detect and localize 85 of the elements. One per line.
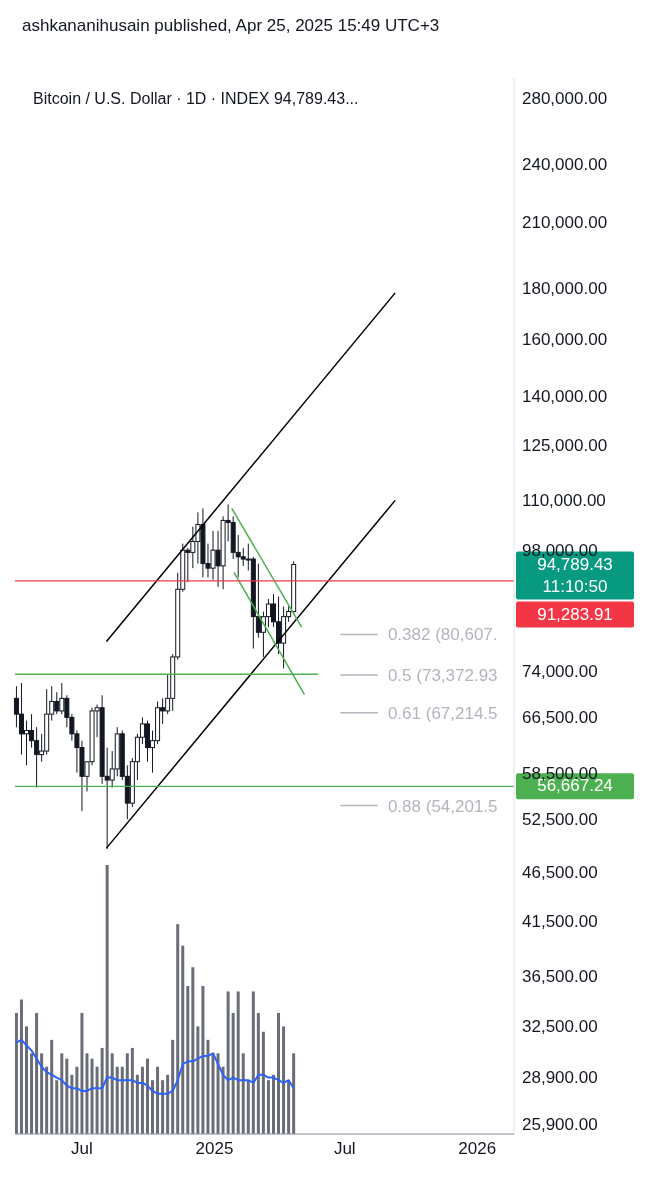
bar — [282, 1026, 286, 1134]
bar — [75, 1066, 79, 1134]
bar — [251, 991, 255, 1134]
bar — [90, 1058, 94, 1134]
bar — [35, 1012, 39, 1134]
bar — [55, 1080, 59, 1134]
bar — [226, 991, 230, 1134]
bar — [100, 1047, 104, 1134]
bar — [15, 1012, 18, 1134]
bar — [135, 1074, 139, 1134]
bar — [292, 1053, 296, 1134]
bar — [216, 1053, 220, 1134]
bar — [60, 1053, 64, 1134]
text: 11:10:50 — [542, 576, 608, 596]
bar — [65, 1058, 69, 1134]
bar — [266, 1080, 270, 1134]
bar — [45, 1066, 49, 1134]
bar — [176, 924, 180, 1134]
bar — [145, 1058, 149, 1134]
y-tick-label: 66,500.00 — [522, 708, 598, 728]
bar — [156, 1066, 160, 1134]
bar — [241, 1053, 245, 1134]
bar — [140, 1066, 144, 1134]
bar — [19, 999, 23, 1134]
bar — [196, 1026, 200, 1134]
bar — [246, 1080, 250, 1134]
bar — [95, 1066, 99, 1134]
bar — [30, 1053, 34, 1134]
x-tick-label: Jul — [71, 1139, 93, 1159]
y-tick-label: 180,000.00 — [522, 279, 608, 299]
bar — [201, 986, 205, 1134]
ref-line-label: 91,283.91 — [537, 604, 613, 624]
bar — [271, 1074, 275, 1134]
y-tick-label: 32,500.00 — [522, 1017, 598, 1037]
bar — [70, 1074, 74, 1134]
bar — [277, 1012, 281, 1134]
bar — [125, 1053, 129, 1134]
y-tick-label: 240,000.00 — [522, 155, 608, 175]
bar — [261, 1031, 265, 1134]
bar — [25, 1026, 28, 1134]
bar — [186, 986, 190, 1134]
bar — [50, 1039, 54, 1134]
bar — [105, 865, 109, 1134]
bar — [115, 1066, 119, 1134]
bar — [85, 1053, 89, 1134]
y-tick-label: 160,000.00 — [522, 329, 608, 349]
y-tick-label: 110,000.00 — [522, 491, 606, 511]
bar — [166, 1074, 170, 1134]
x-tick-label: 2025 — [195, 1139, 234, 1159]
bar — [231, 1012, 235, 1134]
y-tick-label: 125,000.00 — [522, 436, 608, 456]
y-tick-label: 28,900.00 — [522, 1067, 598, 1087]
bar — [110, 1053, 114, 1134]
text: Bitcoin / U.S. Dollar · 1D · INDEX 94,789.43... — [33, 90, 359, 107]
x-tick-label: 2026 — [458, 1139, 497, 1159]
bar — [130, 1047, 134, 1134]
bar — [151, 1080, 155, 1134]
series-label: 0.61 (67,214.5 — [387, 703, 498, 723]
bar — [171, 1039, 175, 1134]
y-tick-label: 52,500.00 — [522, 810, 598, 830]
y-tick-label: 74,000.00 — [522, 662, 598, 682]
bar — [256, 1012, 260, 1134]
y-tick-label: 25,900.00 — [522, 1114, 598, 1134]
bar — [181, 945, 185, 1134]
series-label: 0.382 (80,607. — [387, 625, 498, 645]
y-tick-label: 36,500.00 — [522, 967, 598, 987]
bar — [80, 1012, 84, 1134]
y-tick-label: 140,000.00 — [522, 387, 608, 407]
chart-subtitle: ashkananihusain published, Apr 25, 2025 15:49 UTC+3 — [22, 16, 441, 36]
bar — [40, 1053, 44, 1134]
y-tick-label: 46,500.00 — [522, 862, 598, 882]
bar — [221, 1066, 225, 1134]
bar — [211, 1053, 215, 1134]
series-label: 0.5 (73,372.93 — [387, 665, 498, 685]
y-tick-label: 280,000.00 — [522, 88, 608, 108]
series-label: 0.88 (54,201.5 — [387, 796, 498, 816]
y-tick-label: 41,500.00 — [522, 911, 598, 931]
bar — [206, 1039, 210, 1134]
y-tick-label: 210,000.00 — [522, 212, 608, 232]
bar — [161, 1080, 165, 1134]
bar — [191, 967, 195, 1134]
x-tick-label: Jul — [333, 1139, 356, 1159]
bar — [287, 1080, 291, 1134]
bar — [236, 991, 240, 1134]
bar — [120, 1066, 124, 1134]
